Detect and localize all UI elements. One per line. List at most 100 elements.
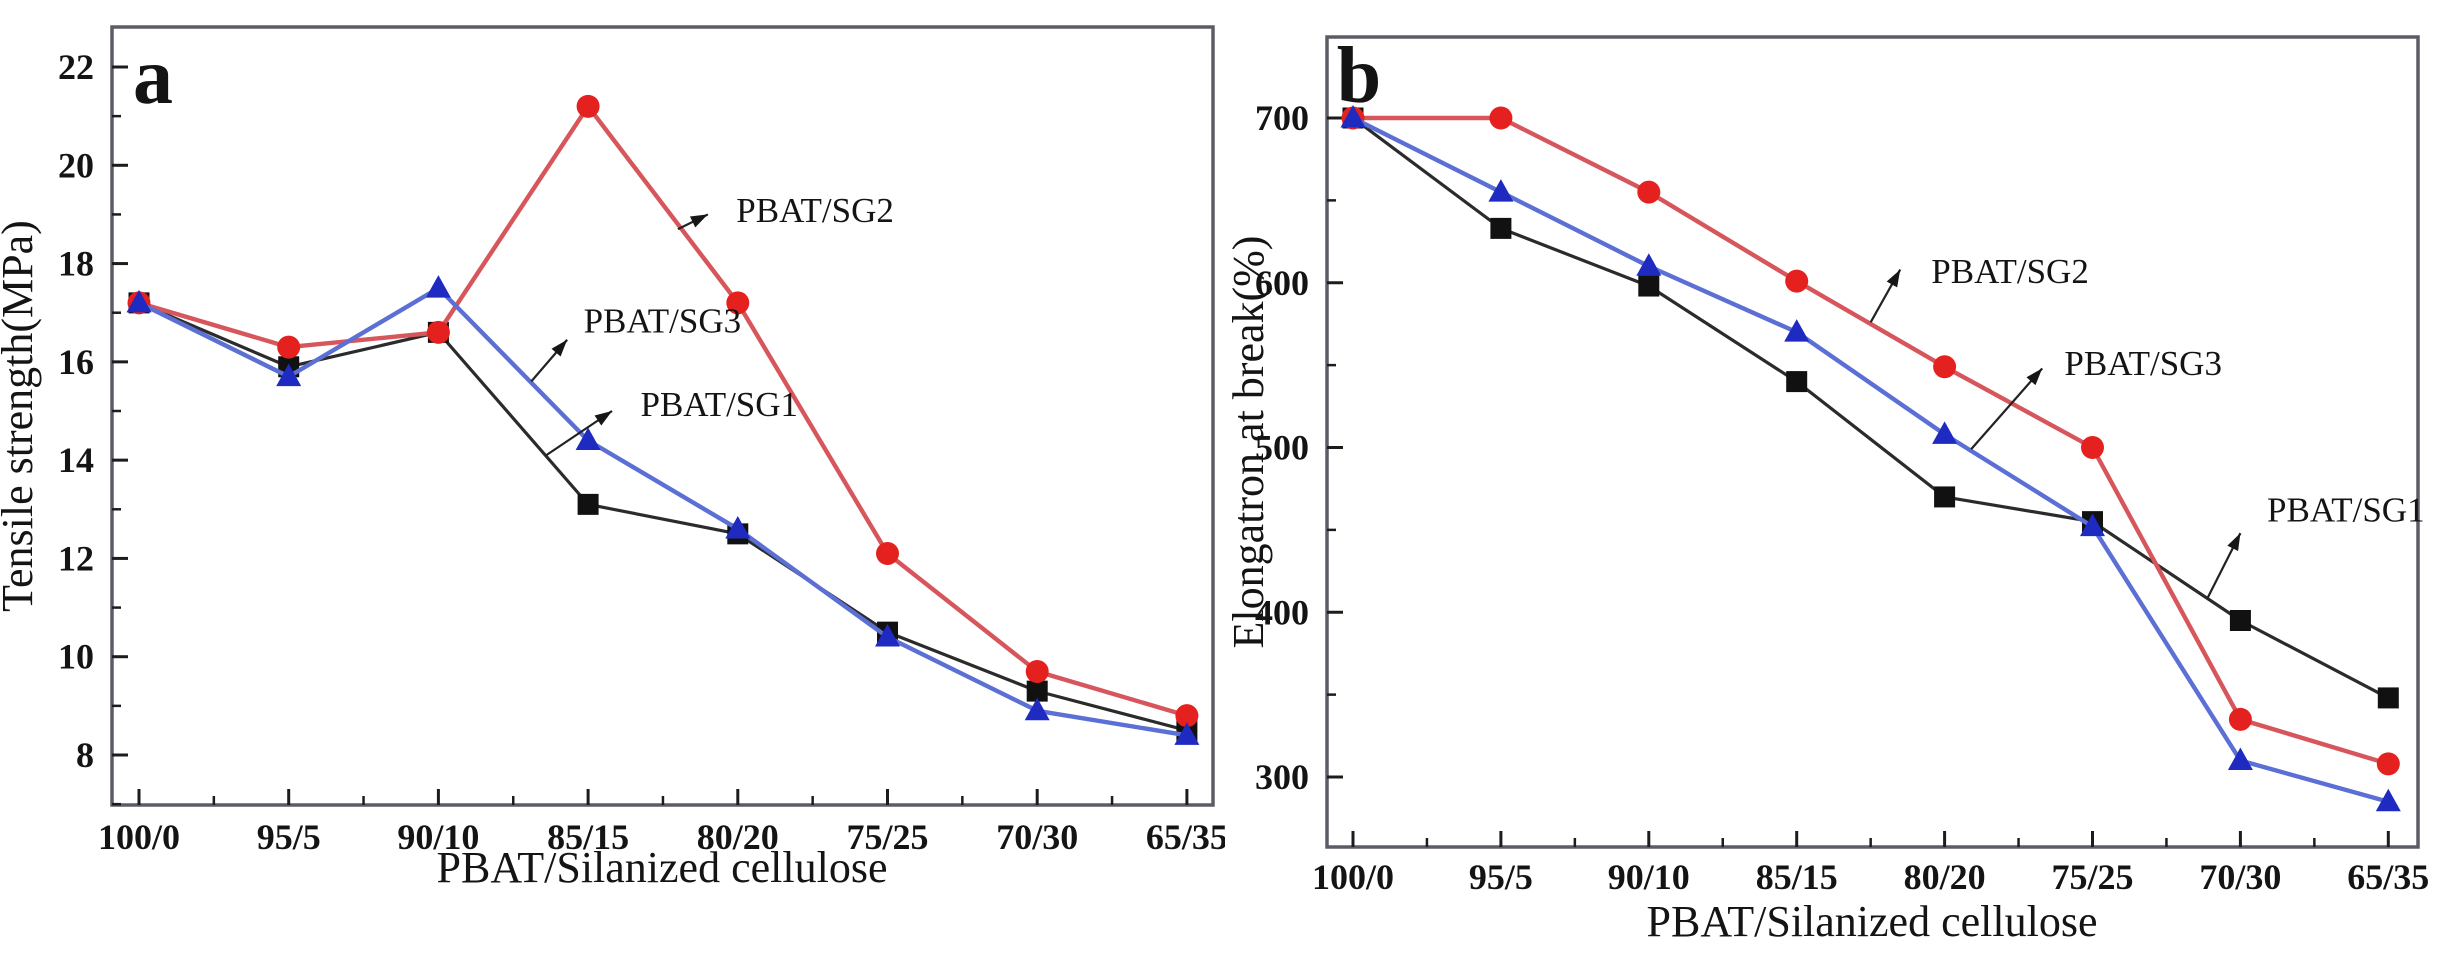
data-point-pbat-sg3 <box>725 515 751 539</box>
data-point-pbat-sg3 <box>1932 421 1958 444</box>
series-line-pbat-sg3 <box>1352 116 2389 804</box>
panel-letter: a <box>133 33 173 121</box>
data-point-pbat-sg3 <box>276 363 302 387</box>
series-line-pbat-sg3 <box>138 285 1188 738</box>
data-point-pbat-sg3 <box>2227 747 2253 771</box>
x-tick-label: 65/35 <box>2347 857 2429 897</box>
annotation-arrowhead-icon <box>689 214 708 228</box>
data-point-pbat-sg2 <box>1489 106 1513 130</box>
x-tick-label: 100/0 <box>98 817 180 857</box>
annotation-arrowhead-icon <box>1886 269 1901 288</box>
data-point-pbat-sg2 <box>2376 752 2400 776</box>
data-point-pbat-sg2 <box>277 335 301 359</box>
x-tick-label: 100/0 <box>1312 857 1394 897</box>
x-tick-label: 80/20 <box>697 817 779 857</box>
annotation-text: PBAT/SG3 <box>2064 344 2222 383</box>
data-point-pbat-sg3 <box>1174 722 1200 745</box>
x-tick-label: 85/15 <box>1756 857 1838 897</box>
x-axis-title: PBAT/Silanized cellulose <box>437 843 888 892</box>
data-point-pbat-sg3 <box>1488 179 1514 202</box>
data-point-pbat-sg3 <box>126 289 152 313</box>
x-axis-title: PBAT/Silanized cellulose <box>1647 897 2098 946</box>
data-point-pbat-sg2 <box>1025 659 1049 683</box>
series-label-pbat-sg2: PBAT/SG2 <box>1869 252 2089 323</box>
plot-frame <box>1325 35 2420 849</box>
y-tick-label: 500 <box>1255 428 1309 468</box>
annotation-text: PBAT/SG2 <box>1931 252 2089 291</box>
series-line-pbat-sg1 <box>1352 116 2390 700</box>
annotation-arrowhead-icon <box>2026 368 2043 386</box>
series-pbat-sg3 <box>1340 105 2401 812</box>
y-axis: 300 400 500 600 700 <box>1255 98 1343 797</box>
series-label-pbat-sg1: PBAT/SG1 <box>545 385 798 457</box>
data-point-pbat-sg3 <box>425 275 451 298</box>
y-tick-label: 10 <box>58 637 94 677</box>
data-point-pbat-sg1 <box>1934 486 1956 508</box>
annotation-arrowhead-icon <box>551 339 568 357</box>
data-point-pbat-sg3 <box>1340 105 1366 128</box>
series-label-pbat-sg3: PBAT/SG3 <box>1970 344 2222 450</box>
x-tick-label: 90/10 <box>1608 857 1690 897</box>
data-point-pbat-sg1 <box>1786 371 1808 393</box>
data-point-pbat-sg2 <box>1933 355 1957 379</box>
y-tick-label: 22 <box>58 47 94 87</box>
series-label-pbat-sg2: PBAT/SG2 <box>677 191 894 231</box>
series-pbat-sg2 <box>1341 106 2400 776</box>
y-tick-label: 12 <box>58 538 94 578</box>
x-tick-label: 80/20 <box>1904 857 1986 897</box>
annotation-leader-line <box>1970 367 2044 450</box>
data-point-pbat-sg2 <box>576 94 600 118</box>
panel-letter: b <box>1337 32 1382 120</box>
data-point-pbat-sg3 <box>575 427 601 450</box>
data-point-pbat-sg2 <box>1175 704 1199 728</box>
data-point-pbat-sg1 <box>1638 275 1660 297</box>
y-axis-title: Elongatron at break(%) <box>1225 236 1273 649</box>
x-tick-label: 65/35 <box>1146 817 1225 857</box>
data-point-pbat-sg1 <box>2229 609 2251 631</box>
data-point-pbat-sg3 <box>2375 788 2401 812</box>
x-tick-label: 70/30 <box>2199 857 2281 897</box>
data-point-pbat-sg3 <box>1784 319 1810 342</box>
y-axis-title: Tensile strength(MPa) <box>0 220 42 612</box>
data-point-pbat-sg2 <box>876 542 899 566</box>
annotation-text: PBAT/SG1 <box>640 385 798 424</box>
y-tick-label: 600 <box>1255 263 1309 303</box>
series-line-pbat-sg2 <box>138 104 1188 718</box>
data-point-pbat-sg2 <box>726 291 750 315</box>
panel-b-chart: 300 400 500 600 700 100/0 95/5 90/10 85/15 80/20 7… <box>1225 32 2429 946</box>
panel-a-chart: 8 10 12 14 16 18 20 22 100/0 95/5 90/10 85/15 80/20 7… <box>0 25 1225 892</box>
y-tick-label: 14 <box>58 440 94 480</box>
x-tick-label: 75/25 <box>846 817 928 857</box>
y-tick-label: 20 <box>58 145 94 185</box>
x-axis: 100/0 95/5 90/10 85/15 80/20 75/25 70/30 65/35 <box>98 789 1225 857</box>
data-point-pbat-sg1 <box>577 493 599 515</box>
y-tick-label: 400 <box>1255 592 1309 632</box>
data-point-pbat-sg2 <box>1637 180 1661 204</box>
series-label-pbat-sg3: PBAT/SG3 <box>530 301 741 383</box>
annotation-text: PBAT/SG1 <box>2267 491 2425 530</box>
y-tick-label: 18 <box>58 244 94 284</box>
data-point-pbat-sg2 <box>2228 707 2252 731</box>
series-pbat-sg2 <box>127 94 1199 728</box>
data-point-pbat-sg3 <box>875 624 900 647</box>
y-axis: 8 10 12 14 16 18 20 22 <box>58 47 128 806</box>
x-tick-label: 95/5 <box>257 817 321 857</box>
x-tick-label: 75/25 <box>2051 857 2133 897</box>
y-tick-label: 300 <box>1255 757 1309 797</box>
data-point-pbat-sg2 <box>2081 436 2104 459</box>
data-point-pbat-sg3 <box>2080 513 2105 537</box>
annotation-arrowhead-icon <box>2227 533 2241 552</box>
x-tick-label: 85/15 <box>547 817 629 857</box>
annotation-text: PBAT/SG2 <box>736 191 894 230</box>
data-point-pbat-sg1 <box>1490 217 1512 239</box>
series-label-pbat-sg1: PBAT/SG1 <box>2206 491 2425 598</box>
x-tick-label: 95/5 <box>1469 857 1533 897</box>
data-point-pbat-sg2 <box>426 320 450 344</box>
series-line-pbat-sg2 <box>1353 115 2389 766</box>
data-point-pbat-sg1 <box>2377 687 2399 709</box>
x-axis: 100/0 95/5 90/10 85/15 80/20 75/25 70/30 65/35 <box>1312 831 2429 897</box>
data-point-pbat-sg3 <box>1024 697 1050 721</box>
x-tick-label: 70/30 <box>996 817 1078 857</box>
y-tick-label: 16 <box>58 342 94 382</box>
